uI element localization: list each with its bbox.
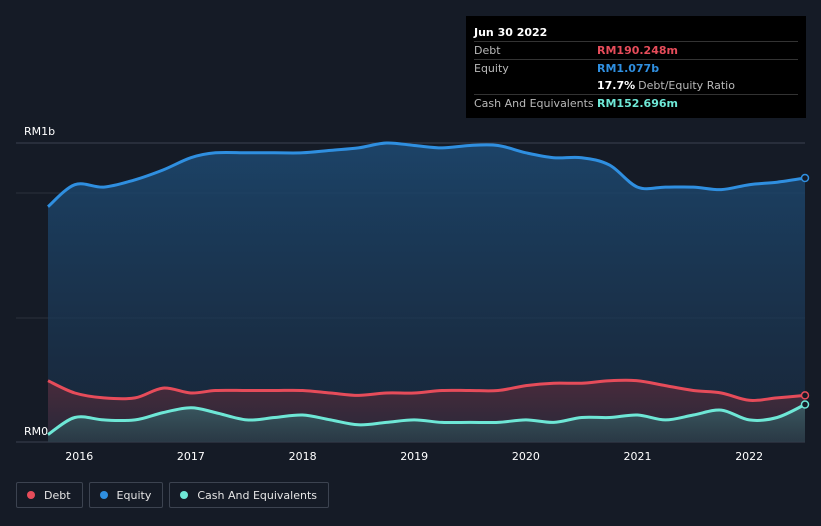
x-tick-label: 2018 <box>288 450 317 463</box>
debt-dot-icon <box>27 491 35 499</box>
legend-item-cash[interactable]: Cash And Equivalents <box>169 482 329 508</box>
equity-area <box>48 142 805 443</box>
x-tick-label: 2019 <box>400 450 429 463</box>
x-tick-label: 2020 <box>511 450 540 463</box>
tooltip-ratio-row: 17.7% Debt/Equity Ratio <box>474 77 798 94</box>
cash-dot-icon <box>180 491 189 499</box>
legend-item-debt[interactable]: Debt <box>16 482 83 508</box>
cash-end-point[interactable] <box>800 400 810 409</box>
legend-equity-label: Equity <box>116 488 152 502</box>
tooltip: Jun 30 2022 Debt RM190.248m Equity RM1.0… <box>466 16 806 118</box>
equity-dot-icon <box>99 491 108 499</box>
tooltip-cash-label: Cash And Equivalents <box>474 97 594 110</box>
cash-line <box>47 403 806 436</box>
y-axis-top-label: RM1b <box>24 125 56 138</box>
tooltip-cash-row: Cash And Equivalents RM152.696m <box>474 94 798 112</box>
legend: Debt Equity Cash And Equivalents <box>16 482 329 510</box>
y-axis-bottom-label: RM0 <box>24 425 49 438</box>
legend-cash-label: Cash And Equivalents <box>197 488 317 502</box>
debt-line <box>47 378 806 402</box>
x-tick-label: 2022 <box>735 450 764 463</box>
x-tick-label: 2021 <box>623 450 652 463</box>
x-tick-label: 2016 <box>65 450 94 463</box>
tooltip-cash-value: RM152.696m <box>597 97 678 110</box>
debt-end-point[interactable] <box>800 391 810 400</box>
legend-item-equity[interactable]: Equity <box>88 482 164 508</box>
tooltip-ratio-label: Debt/Equity Ratio <box>638 79 735 92</box>
tooltip-debt-label: Debt <box>474 44 501 57</box>
tooltip-equity-value: RM1.077b <box>597 62 660 75</box>
tooltip-debt-row: Debt RM190.248m <box>474 41 798 59</box>
tooltip-date: Jun 30 2022 <box>474 26 548 39</box>
tooltip-debt-value: RM190.248m <box>597 44 678 57</box>
x-tick-label: 2017 <box>176 450 205 463</box>
tooltip-equity-label: Equity <box>474 62 509 75</box>
tooltip-ratio-value: 17.7% <box>597 79 636 92</box>
equity-end-point[interactable] <box>800 173 810 183</box>
tooltip-equity-row: Equity RM1.077b <box>474 59 798 77</box>
cash-area <box>48 404 805 442</box>
legend-debt-label: Debt <box>44 488 71 502</box>
equity-line <box>47 141 806 208</box>
